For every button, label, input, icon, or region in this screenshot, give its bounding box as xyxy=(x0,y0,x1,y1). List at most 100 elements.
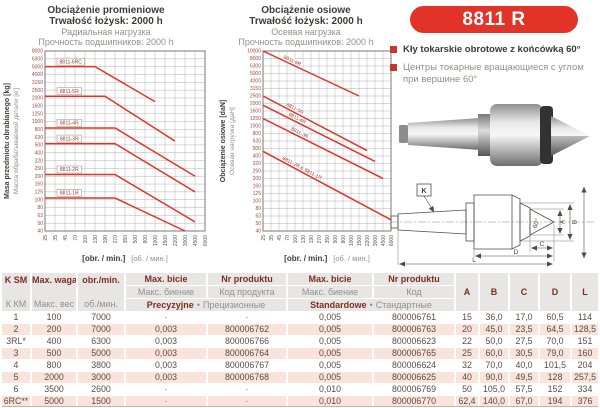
col-header-product-no-standard: Nr produktu xyxy=(374,273,454,285)
bullet-square-icon xyxy=(390,46,397,53)
col-header-product-no-ru-short: Код xyxy=(374,286,454,298)
table-cell: 140,0 xyxy=(480,396,508,407)
svg-text:8811-2R: 8811-2R xyxy=(60,167,79,173)
table-cell: 0,003 xyxy=(126,372,206,383)
svg-text:25: 25 xyxy=(261,235,267,241)
table-cell: 800006766 xyxy=(224,336,270,346)
table-cell: 36,0 xyxy=(485,312,503,322)
table-cell: 60,0 xyxy=(480,348,508,359)
svg-text:8000: 8000 xyxy=(32,49,43,55)
table-cell: 17,0 xyxy=(515,312,533,322)
table-cell: 800006764 xyxy=(208,348,286,359)
table-cell: 0,010 xyxy=(318,384,341,394)
table-cell: 3 xyxy=(2,348,30,359)
svg-text:8811-5R: 8811-5R xyxy=(60,89,79,95)
front-hub xyxy=(519,202,531,242)
table-cell: 1500 xyxy=(78,396,124,407)
svg-text:6300: 6300 xyxy=(250,64,261,70)
chart-svg: 25 35 45 70 100 130 190 270 350 500 800 1000 1500 220… xyxy=(4,49,209,263)
svg-text:3150: 3150 xyxy=(250,86,261,92)
svg-text:1000: 1000 xyxy=(153,235,159,246)
svg-text:350: 350 xyxy=(123,235,129,244)
dim-label-l: L xyxy=(472,257,476,264)
svg-text:8811-1R: 8811-1R xyxy=(60,191,79,197)
table-cell: 40 xyxy=(456,372,478,383)
table-cell: 2600 xyxy=(91,384,111,394)
col-header-runout-ru: Макс. биение xyxy=(126,286,206,298)
svg-text:25: 25 xyxy=(43,235,49,241)
svg-text:1000: 1000 xyxy=(32,119,43,125)
svg-text:6300: 6300 xyxy=(32,57,43,63)
svg-text:8000: 8000 xyxy=(250,56,261,62)
table-cell: 23,5 xyxy=(510,324,538,335)
svg-text:2000: 2000 xyxy=(32,96,43,102)
svg-text:320: 320 xyxy=(35,158,44,164)
dim-label-a: A xyxy=(560,219,567,224)
table-cell: 200 xyxy=(32,324,76,335)
table-cell: 57,5 xyxy=(515,384,533,394)
table-cell: 152 xyxy=(547,384,563,394)
svg-text:250: 250 xyxy=(35,166,44,172)
col-header-dim-d: D xyxy=(540,273,570,311)
table-cell: 7000 xyxy=(78,324,124,335)
group-header-precision: Precyzyjne • Прецизионные xyxy=(126,299,286,311)
svg-text:5000: 5000 xyxy=(250,71,261,77)
chart-title-ru-1: Осевая нагрузка xyxy=(271,27,341,37)
svg-text:800: 800 xyxy=(253,131,262,137)
table-cell: 6RC** xyxy=(2,396,30,407)
table-cell: 22 xyxy=(462,336,472,346)
table-cell: 62,4 xyxy=(456,396,478,407)
dim-label-d: D xyxy=(514,249,519,256)
table-cell: 151 xyxy=(577,336,593,346)
table-cell: 0,005 xyxy=(318,336,341,346)
table-cell: 800006770 xyxy=(374,396,454,407)
svg-text:6000: 6000 xyxy=(389,235,395,246)
svg-text:1600: 1600 xyxy=(250,109,261,115)
spec-table-header: K SM К КМ Max. waga Макс. вес obr./min. … xyxy=(2,273,598,311)
col-header-dim-l: L xyxy=(572,273,598,311)
spec-table: K SM К КМ Max. waga Макс. вес obr./min. … xyxy=(0,272,600,408)
table-cell: 45,0 xyxy=(480,324,508,335)
svg-text:Осевая нагрузка [даН]: Осевая нагрузка [даН] xyxy=(229,107,236,175)
table-row: 2 200 7000 0,003 800006762 0,005 800006763 20 45… xyxy=(2,324,598,335)
svg-text:4500: 4500 xyxy=(381,235,387,246)
seal-ring xyxy=(540,106,553,164)
svg-text:270: 270 xyxy=(113,235,119,244)
table-cell: 100 xyxy=(46,312,62,322)
table-cell: 800006763 xyxy=(374,324,454,335)
table-row: 3RL* 400 6300 0,003 800006766 0,005 800006623 2… xyxy=(2,336,598,347)
svg-text:2500: 2500 xyxy=(250,94,261,100)
table-cell: 0,005 xyxy=(318,360,341,370)
table-cell: 128 xyxy=(540,372,570,383)
table-cell: 30,5 xyxy=(510,348,538,359)
table-cell: 67,0 xyxy=(510,396,538,407)
table-row: 4 800 3800 0,003 800006767 0,005 800006624 32 70… xyxy=(2,360,598,371)
table-cell: 50,0 xyxy=(485,336,503,346)
svg-text:160: 160 xyxy=(253,184,262,190)
svg-text:500: 500 xyxy=(133,235,139,244)
table-cell: - xyxy=(245,384,249,394)
svg-text:100: 100 xyxy=(35,197,44,203)
col-header-runout-ru: Макс. биение xyxy=(288,286,372,298)
chart-title-ru-1: Радиальная нагрузка xyxy=(61,27,151,37)
table-cell: 27,5 xyxy=(515,336,533,346)
svg-text:80: 80 xyxy=(255,206,261,212)
svg-text:63: 63 xyxy=(37,213,43,219)
collar xyxy=(478,114,492,156)
table-cell: 5 xyxy=(2,372,30,383)
svg-text:70: 70 xyxy=(73,235,79,241)
svg-text:2500: 2500 xyxy=(32,88,43,94)
chart-title-ru-2: Прочность подшипников: 2000 h xyxy=(38,37,174,47)
table-cell: 0,005 xyxy=(318,312,341,322)
separator-dot: • xyxy=(196,300,200,310)
table-cell: 128,5 xyxy=(572,324,598,335)
precision-pl: Precyzyjne xyxy=(146,300,194,310)
product-photo xyxy=(399,104,590,166)
table-cell: 4 xyxy=(13,360,19,370)
table-row: 1 100 7000 - - 0,005 800006761 15 36,0 17,0 60,5 11… xyxy=(2,312,598,323)
cone-angle-label: 60° xyxy=(531,217,542,229)
svg-text:50: 50 xyxy=(255,221,261,227)
table-cell: 3000 xyxy=(78,372,124,383)
svg-text:320: 320 xyxy=(253,161,262,167)
table-cell: 0,003 xyxy=(154,336,177,346)
